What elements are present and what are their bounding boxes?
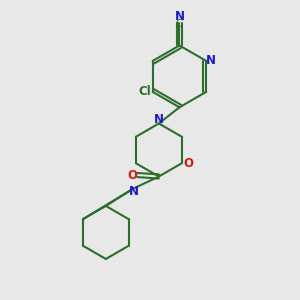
Text: C: C bbox=[176, 19, 183, 29]
Text: O: O bbox=[127, 169, 137, 182]
Text: O: O bbox=[183, 157, 193, 170]
Text: N: N bbox=[206, 54, 216, 68]
Text: N: N bbox=[129, 185, 139, 198]
Text: N: N bbox=[154, 112, 164, 126]
Text: Cl: Cl bbox=[138, 85, 151, 98]
Text: N: N bbox=[174, 11, 184, 23]
